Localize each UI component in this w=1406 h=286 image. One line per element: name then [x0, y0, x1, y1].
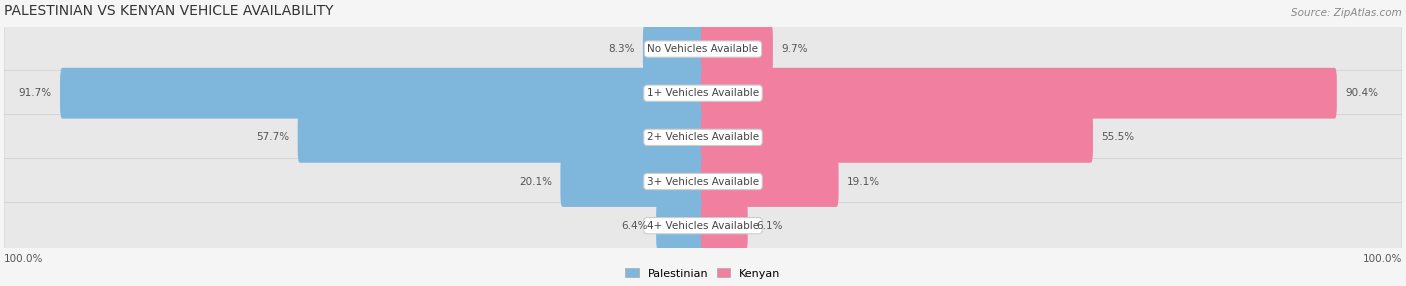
FancyBboxPatch shape	[4, 26, 1402, 72]
Text: 6.1%: 6.1%	[756, 221, 783, 231]
Text: 6.4%: 6.4%	[621, 221, 648, 231]
FancyBboxPatch shape	[702, 156, 838, 207]
FancyBboxPatch shape	[4, 203, 1402, 249]
FancyBboxPatch shape	[702, 112, 1092, 163]
Text: 19.1%: 19.1%	[846, 176, 880, 186]
Text: 90.4%: 90.4%	[1346, 88, 1378, 98]
Text: Source: ZipAtlas.com: Source: ZipAtlas.com	[1291, 8, 1402, 18]
FancyBboxPatch shape	[4, 114, 1402, 160]
FancyBboxPatch shape	[657, 200, 704, 251]
Text: 2+ Vehicles Available: 2+ Vehicles Available	[647, 132, 759, 142]
FancyBboxPatch shape	[561, 156, 704, 207]
Text: 3+ Vehicles Available: 3+ Vehicles Available	[647, 176, 759, 186]
FancyBboxPatch shape	[702, 200, 748, 251]
Text: 4+ Vehicles Available: 4+ Vehicles Available	[647, 221, 759, 231]
FancyBboxPatch shape	[60, 68, 704, 119]
Text: PALESTINIAN VS KENYAN VEHICLE AVAILABILITY: PALESTINIAN VS KENYAN VEHICLE AVAILABILI…	[4, 4, 333, 18]
Text: 9.7%: 9.7%	[782, 44, 808, 54]
Text: 91.7%: 91.7%	[18, 88, 52, 98]
Text: 55.5%: 55.5%	[1101, 132, 1135, 142]
Text: 20.1%: 20.1%	[519, 176, 553, 186]
FancyBboxPatch shape	[702, 24, 773, 74]
FancyBboxPatch shape	[298, 112, 704, 163]
FancyBboxPatch shape	[702, 68, 1337, 119]
Text: No Vehicles Available: No Vehicles Available	[648, 44, 758, 54]
Text: 8.3%: 8.3%	[607, 44, 634, 54]
Text: 100.0%: 100.0%	[4, 254, 44, 264]
FancyBboxPatch shape	[643, 24, 704, 74]
Text: 57.7%: 57.7%	[256, 132, 290, 142]
Text: 100.0%: 100.0%	[1362, 254, 1402, 264]
FancyBboxPatch shape	[4, 158, 1402, 204]
Text: 1+ Vehicles Available: 1+ Vehicles Available	[647, 88, 759, 98]
Legend: Palestinian, Kenyan: Palestinian, Kenyan	[621, 265, 785, 282]
FancyBboxPatch shape	[4, 70, 1402, 116]
